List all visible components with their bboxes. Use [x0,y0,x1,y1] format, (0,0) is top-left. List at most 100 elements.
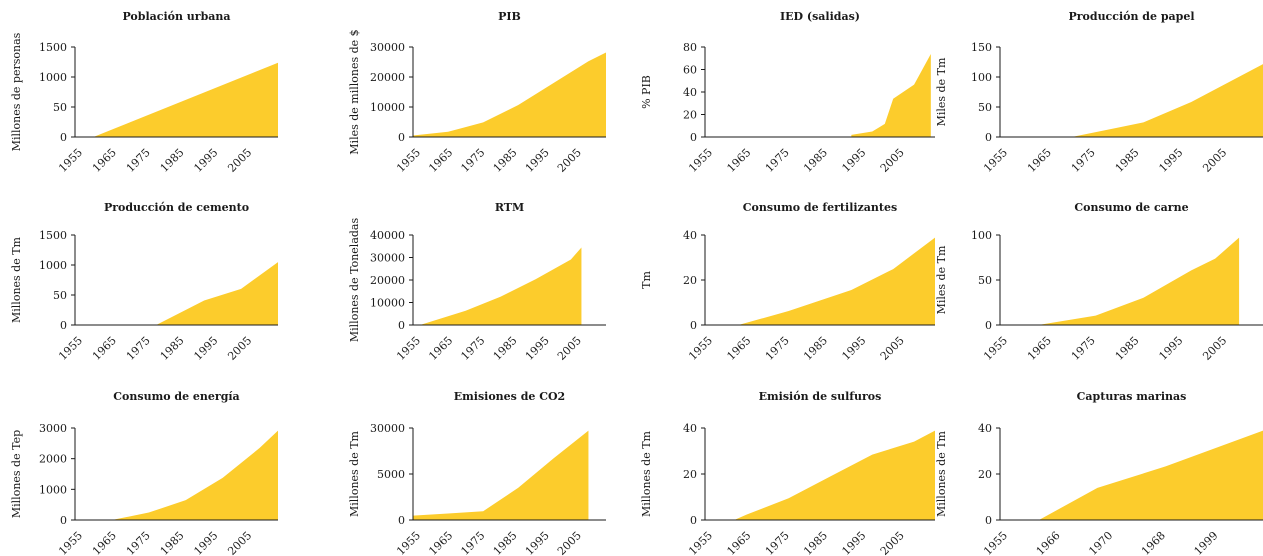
y-axis-label: Millones de Tm [640,430,653,517]
x-tick-label: 1965 [724,529,753,556]
y-tick-label: 0 [985,131,992,144]
x-tick-label: 1965 [90,529,119,556]
x-tick-label: 1955 [394,146,423,175]
x-tick-label: 2005 [555,334,584,363]
y-axis-label: Millones de Tm [10,236,23,323]
x-tick-label: 1966 [1034,529,1063,556]
x-tick-label: 1985 [158,146,187,175]
y-tick-label: 0 [985,319,992,332]
y-tick-label: 40 [683,86,697,99]
chart-title: PIB [498,10,521,23]
area-series [1038,430,1263,520]
area-series [420,247,582,325]
x-tick-label: 1955 [56,334,85,363]
y-axis-label: Miles de Tm [935,245,948,314]
y-tick-label: 20000 [370,71,405,84]
x-tick-label: 1995 [523,334,552,363]
x-tick-label: 1955 [981,146,1010,175]
x-tick-label: 2005 [555,529,584,556]
y-axis-label: Tm [640,271,653,289]
chart-panel-6: RTM 40000 30000 20000 10000 0 1955 1965 1975 1985… [348,201,606,363]
chart-title: RTM [495,201,524,214]
x-tick-label: 1995 [523,529,552,556]
area-series [413,430,589,520]
x-tick-label: 1965 [1025,146,1054,175]
area-series [1071,64,1263,137]
y-tick-label: 50 [978,274,992,287]
x-tick-label: 1985 [801,529,830,556]
y-tick-label: 5000 [377,468,405,481]
x-tick-label: 1955 [981,334,1010,363]
x-tick-label: 1985 [158,334,187,363]
area-series [738,237,935,325]
x-tick-label: 1955 [686,334,715,363]
x-tick-label: 1955 [394,529,423,556]
x-tick-label: 2005 [878,529,907,556]
area-series [93,62,278,137]
chart-title: Consumo de energía [113,390,239,403]
area-series [851,53,931,137]
y-tick-label: 1500 [39,229,67,242]
y-tick-label: 0 [60,514,67,527]
x-tick-label: 1955 [394,334,423,363]
x-tick-label: 2005 [555,146,584,175]
x-tick-label: 1965 [724,146,753,175]
y-axis-label: Millones de personas [10,32,23,151]
x-tick-label: 1955 [56,529,85,556]
y-tick-label: 50 [978,101,992,114]
y-tick-label: 30000 [370,41,405,54]
x-tick-label: 1975 [124,529,153,556]
area-series [111,430,278,520]
x-tick-label: 2005 [225,529,254,556]
y-tick-label: 0 [690,514,697,527]
y-axis-label: Miles de millones de $ [348,29,361,154]
x-tick-label: 1975 [458,146,487,175]
area-series [1038,237,1240,325]
chart-panel-2: PIB 30000 20000 10000 0 1955 1965 1975 1985 1995 2… [348,10,606,175]
y-axis-label: Millones de Tm [935,430,948,517]
x-tick-label: 1995 [1156,146,1185,175]
y-tick-label: 1000 [39,483,67,496]
y-tick-label: 30000 [370,422,405,435]
x-tick-label: 1995 [839,529,868,556]
y-tick-label: 0 [60,319,67,332]
y-tick-label: 100 [971,229,992,242]
y-tick-label: 10000 [370,101,405,114]
y-tick-label: 60 [683,64,697,77]
x-tick-label: 1955 [686,146,715,175]
y-tick-label: 0 [690,319,697,332]
y-axis-label: % PIB [640,75,653,109]
chart-panel-3: IED (salidas) 80 60 40 20 0 1955 1965 1975 1985 19… [640,10,935,175]
y-tick-label: 40 [683,229,697,242]
y-axis-label: Millones de Tm [348,430,361,517]
x-tick-label: 1985 [801,334,830,363]
y-tick-label: 50 [53,101,67,114]
y-tick-label: 10000 [370,297,405,310]
chart-panel-11: Emisión de sulfuros 40 20 0 1955 1965 1975 1985… [640,390,935,556]
y-tick-label: 100 [971,71,992,84]
x-tick-label: 2005 [1200,334,1229,363]
chart-title: IED (salidas) [780,10,860,23]
x-tick-label: 1995 [839,146,868,175]
chart-panel-4: Producción de papel 150 100 50 0 1955 1965 1975… [935,10,1263,175]
x-tick-label: 1999 [1192,529,1221,556]
y-tick-label: 0 [690,131,697,144]
x-tick-label: 1975 [763,334,792,363]
x-tick-label: 1975 [124,146,153,175]
x-tick-label: 1965 [90,334,119,363]
x-tick-label: 2005 [1200,146,1229,175]
chart-panel-12: Capturas marinas 40 20 0 1955 1966 1970 1968 199… [935,390,1263,556]
x-tick-label: 1975 [1069,334,1098,363]
chart-title: Producción de papel [1068,10,1194,23]
chart-title: Consumo de fertilizantes [743,201,897,214]
x-tick-label: 1965 [426,146,455,175]
y-tick-label: 150 [971,41,992,54]
x-tick-label: 1955 [981,529,1010,556]
x-tick-label: 1965 [426,334,455,363]
x-tick-label: 1968 [1139,529,1168,556]
area-series [156,262,278,325]
x-tick-label: 1975 [1069,146,1098,175]
y-axis-label: Millones de Toneladas [348,218,361,343]
